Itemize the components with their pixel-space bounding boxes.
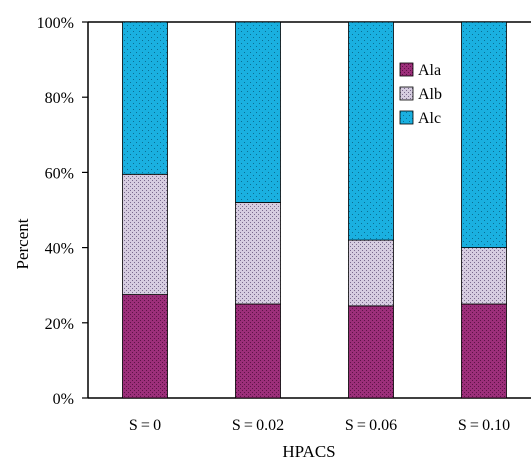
y-tick-label: 80% bbox=[45, 90, 74, 107]
y-tick-label: 60% bbox=[45, 165, 74, 182]
y-tick-label: 20% bbox=[45, 316, 74, 333]
bars bbox=[122, 21, 507, 399]
legend-label-alc: Alc bbox=[418, 110, 441, 127]
y-tick-label: 0% bbox=[53, 391, 74, 408]
legend-label-ala: Ala bbox=[418, 62, 441, 79]
legend-swatch-ala bbox=[399, 62, 414, 77]
bar-ala-1 bbox=[235, 303, 281, 399]
x-tick-label: S = 0 bbox=[129, 417, 161, 434]
x-axis-label: HPACS bbox=[282, 442, 335, 461]
legend: Ala Alb Alc bbox=[399, 62, 442, 127]
y-axis-label: Percent bbox=[13, 218, 32, 269]
legend-swatch-alc bbox=[399, 110, 414, 125]
bar-alb-1 bbox=[235, 202, 281, 305]
bar-ala-2 bbox=[348, 305, 394, 399]
bar-alb-0 bbox=[122, 173, 168, 295]
legend-swatch-alb bbox=[399, 86, 414, 101]
y-tick-label: 100% bbox=[37, 15, 74, 32]
x-tick-label: S = 0.06 bbox=[345, 417, 397, 434]
bar-alc-1 bbox=[235, 21, 281, 203]
x-tick-label: S = 0.02 bbox=[232, 417, 284, 434]
bar-alb-3 bbox=[461, 247, 507, 305]
x-axis: S = 0 S = 0.02 S = 0.06 S = 0.10 bbox=[129, 417, 510, 434]
bar-alb-2 bbox=[348, 239, 394, 307]
y-tick-label: 40% bbox=[45, 241, 74, 258]
x-tick-label: S = 0.10 bbox=[458, 417, 510, 434]
bar-ala-0 bbox=[122, 294, 168, 399]
y-axis: 0% 20% 40% 60% 80% 100% bbox=[37, 15, 88, 408]
bar-ala-3 bbox=[461, 303, 507, 399]
legend-label-alb: Alb bbox=[418, 86, 442, 103]
bar-alc-3 bbox=[461, 21, 507, 249]
bar-alc-0 bbox=[122, 21, 168, 175]
bar-alc-2 bbox=[348, 21, 394, 241]
